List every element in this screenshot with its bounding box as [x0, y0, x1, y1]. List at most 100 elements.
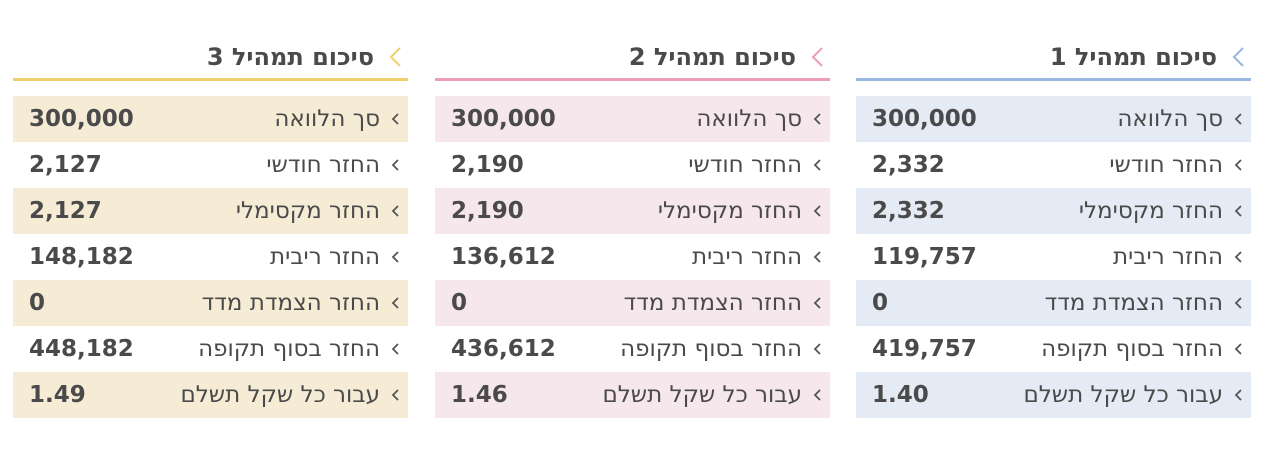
chevron-left-icon	[388, 156, 402, 174]
row-label: החזר ריבית	[692, 244, 802, 270]
chevron-left-icon	[1231, 340, 1245, 358]
row-label: סך הלוואה	[274, 106, 380, 132]
row-value: 119,757	[872, 244, 977, 270]
row-label-wrap: החזר הצמדת מדד	[1045, 290, 1245, 316]
summary-row[interactable]: החזר הצמדת מדד 0	[13, 280, 408, 326]
row-value: 0	[29, 290, 46, 316]
row-label-wrap: החזר מקסימלי	[658, 198, 824, 224]
row-value: 0	[872, 290, 889, 316]
chevron-left-icon	[1231, 110, 1245, 128]
row-value: 2,332	[872, 152, 945, 178]
row-label-wrap: עבור כל שקל תשלם	[1023, 382, 1245, 408]
row-label-wrap: החזר ריבית	[270, 244, 402, 270]
row-label-wrap: החזר חודשי	[1109, 152, 1245, 178]
panel-header[interactable]: סיכום תמהיל 3	[13, 36, 408, 81]
summary-row[interactable]: החזר חודשי 2,332	[856, 142, 1251, 188]
chevron-left-icon	[1231, 248, 1245, 266]
panel-header[interactable]: סיכום תמהיל 2	[435, 36, 830, 81]
row-value: 136,612	[451, 244, 556, 270]
row-label: החזר הצמדת מדד	[623, 290, 802, 316]
summary-row[interactable]: החזר בסוף תקופה 419,757	[856, 326, 1251, 372]
summary-row[interactable]: החזר מקסימלי 2,332	[856, 188, 1251, 234]
summary-row[interactable]: החזר ריבית 119,757	[856, 234, 1251, 280]
chevron-left-icon	[388, 110, 402, 128]
row-value: 2,190	[451, 152, 524, 178]
row-value: 1.46	[451, 382, 508, 408]
chevron-left-icon	[810, 202, 824, 220]
summary-row[interactable]: עבור כל שקל תשלם 1.49	[13, 372, 408, 418]
chevron-left-icon	[810, 110, 824, 128]
chevron-left-icon	[388, 386, 402, 404]
row-label: החזר מקסימלי	[657, 198, 802, 224]
chevron-left-icon	[388, 294, 402, 312]
row-label-wrap: סך הלוואה	[274, 106, 402, 132]
row-label-wrap: סך הלוואה	[696, 106, 824, 132]
row-value: 419,757	[872, 336, 977, 362]
panel-header[interactable]: סיכום תמהיל 1	[856, 36, 1251, 81]
row-value: 148,182	[29, 244, 134, 270]
row-label: החזר מקסימלי	[1078, 198, 1223, 224]
chevron-left-icon	[810, 340, 824, 358]
summary-row[interactable]: החזר הצמדת מדד 0	[435, 280, 830, 326]
chevron-left-icon	[384, 42, 406, 72]
row-value: 2,127	[29, 152, 102, 178]
row-label: החזר מקסימלי	[235, 198, 380, 224]
summary-row[interactable]: החזר ריבית 148,182	[13, 234, 408, 280]
row-label: החזר חודשי	[688, 152, 802, 178]
panel-title: סיכום תמהיל 2	[628, 43, 796, 71]
chevron-left-icon	[1231, 202, 1245, 220]
summary-row[interactable]: סך הלוואה 300,000	[13, 96, 408, 142]
row-label: החזר הצמדת מדד	[201, 290, 380, 316]
chevron-left-icon	[388, 340, 402, 358]
row-value: 2,190	[451, 198, 524, 224]
row-label-wrap: החזר הצמדת מדד	[624, 290, 824, 316]
row-label: החזר חודשי	[1109, 152, 1223, 178]
row-value: 300,000	[872, 106, 977, 132]
panel-title: סיכום תמהיל 3	[206, 43, 374, 71]
row-label-wrap: עבור כל שקל תשלם	[180, 382, 402, 408]
row-label-wrap: החזר מקסימלי	[1079, 198, 1245, 224]
chevron-left-icon	[1231, 386, 1245, 404]
row-label: עבור כל שקל תשלם	[180, 382, 380, 408]
summary-row[interactable]: החזר ריבית 136,612	[435, 234, 830, 280]
row-value: 2,332	[872, 198, 945, 224]
summary-row[interactable]: עבור כל שקל תשלם 1.40	[856, 372, 1251, 418]
chevron-left-icon	[810, 156, 824, 174]
row-label: סך הלוואה	[1117, 106, 1223, 132]
row-label-wrap: החזר חודשי	[266, 152, 402, 178]
row-label: עבור כל שקל תשלם	[1023, 382, 1223, 408]
summary-row[interactable]: החזר בסוף תקופה 448,182	[13, 326, 408, 372]
row-label-wrap: החזר בסוף תקופה	[198, 336, 402, 362]
row-label: סך הלוואה	[696, 106, 802, 132]
chevron-left-icon	[1231, 156, 1245, 174]
summary-row[interactable]: החזר בסוף תקופה 436,612	[435, 326, 830, 372]
row-label-wrap: החזר הצמדת מדד	[202, 290, 402, 316]
row-label: החזר חודשי	[266, 152, 380, 178]
summary-row[interactable]: החזר מקסימלי 2,190	[435, 188, 830, 234]
row-label: החזר בסוף תקופה	[620, 336, 802, 362]
chevron-left-icon	[1227, 42, 1249, 72]
summary-row[interactable]: סך הלוואה 300,000	[435, 96, 830, 142]
row-value: 1.49	[29, 382, 86, 408]
row-label-wrap: החזר בסוף תקופה	[1041, 336, 1245, 362]
summary-row[interactable]: עבור כל שקל תשלם 1.46	[435, 372, 830, 418]
row-value: 436,612	[451, 336, 556, 362]
chevron-left-icon	[806, 42, 828, 72]
summary-row[interactable]: סך הלוואה 300,000	[856, 96, 1251, 142]
chevron-left-icon	[1231, 294, 1245, 312]
row-value: 300,000	[29, 106, 134, 132]
row-label-wrap: החזר ריבית	[692, 244, 824, 270]
row-label: החזר בסוף תקופה	[1041, 336, 1223, 362]
chevron-left-icon	[810, 248, 824, 266]
summary-row[interactable]: החזר חודשי 2,127	[13, 142, 408, 188]
summary-row[interactable]: החזר חודשי 2,190	[435, 142, 830, 188]
chevron-left-icon	[810, 386, 824, 404]
panel-track-2: סיכום תמהיל 2 סך הלוואה 300,000 החזר חוד…	[435, 36, 830, 418]
chevron-left-icon	[388, 248, 402, 266]
summary-row[interactable]: החזר מקסימלי 2,127	[13, 188, 408, 234]
row-value: 1.40	[872, 382, 929, 408]
summary-row[interactable]: החזר הצמדת מדד 0	[856, 280, 1251, 326]
row-label-wrap: עבור כל שקל תשלם	[602, 382, 824, 408]
summary-list: סך הלוואה 300,000 החזר חודשי 2,332 החזר …	[856, 96, 1251, 418]
panel-title: סיכום תמהיל 1	[1049, 43, 1217, 71]
